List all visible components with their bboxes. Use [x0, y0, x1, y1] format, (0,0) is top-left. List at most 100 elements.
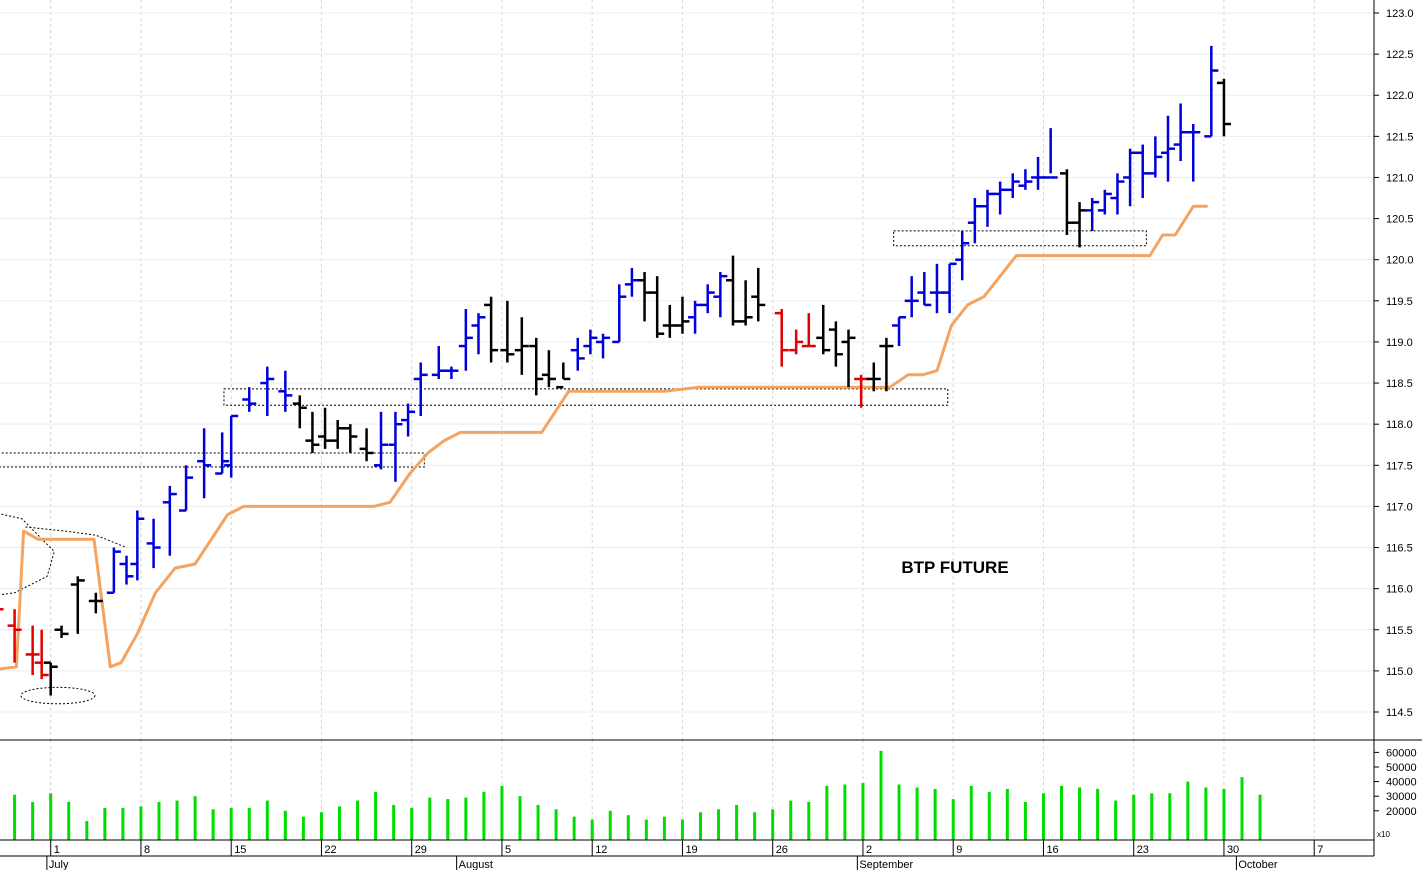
- ohlc-bar: [955, 230, 970, 281]
- ohlc-bar: [305, 411, 320, 453]
- ohlc-bar: [1160, 115, 1175, 182]
- price-tick-label: 117.5: [1386, 460, 1413, 472]
- ohlc-bar: [70, 576, 85, 634]
- ohlc-bar: [725, 255, 740, 326]
- ohlc-bar: [816, 304, 831, 355]
- price-tick-label: 123.0: [1386, 8, 1414, 20]
- month-label: October: [1238, 859, 1277, 870]
- volume-tick-label: 30000: [1386, 791, 1417, 803]
- ohlc-bar: [242, 387, 257, 412]
- ohlc-bar: [917, 272, 932, 307]
- ohlc-bar: [1072, 202, 1087, 248]
- ohlc-bar: [359, 428, 374, 462]
- ohlc-bar: [828, 321, 843, 367]
- ohlc-bar: [980, 189, 995, 227]
- date-tick-label: 15: [234, 844, 246, 856]
- ohlc-bar: [801, 313, 816, 348]
- date-tick-label: 5: [505, 844, 511, 856]
- volume-tick-label: 50000: [1386, 762, 1417, 774]
- ohlc-bar: [993, 181, 1008, 215]
- pattern-arc: [25, 526, 127, 548]
- price-tick-label: 119.0: [1386, 337, 1413, 349]
- price-tick-label: 116.0: [1386, 584, 1413, 596]
- date-tick-label: 26: [776, 844, 788, 856]
- low-ellipse: [20, 686, 96, 705]
- ohlc-bar: [146, 518, 161, 569]
- ohlc-bar: [904, 276, 919, 318]
- price-tick-label: 114.5: [1386, 707, 1413, 719]
- ohlc-bar: [25, 625, 40, 675]
- ohlc-bar: [583, 329, 598, 355]
- month-label: August: [459, 859, 493, 870]
- ohlc-bar: [1186, 124, 1201, 182]
- ohlc-bar: [624, 267, 639, 297]
- ohlc-bar: [88, 592, 103, 614]
- ohlc-bar: [1216, 78, 1231, 137]
- date-tick-label: 9: [956, 844, 962, 856]
- date-tick-label: 7: [1317, 844, 1323, 856]
- ohlc-bar: [224, 414, 239, 478]
- ohlc-bar: [162, 485, 177, 556]
- price-tick-label: 120.5: [1386, 214, 1414, 226]
- volume-multiplier-label: x10: [1377, 830, 1390, 839]
- ohlc-bar: [197, 428, 212, 499]
- ohlc-bar: [130, 510, 145, 581]
- volume-tick-label: 20000: [1386, 806, 1417, 818]
- price-tick-label: 115.0: [1386, 666, 1413, 678]
- ohlc-bar: [688, 300, 703, 334]
- ohlc-bar: [1031, 156, 1046, 190]
- ohlc-bar: [774, 309, 789, 367]
- ohlc-bar: [1059, 169, 1074, 236]
- ohlc-bar: [789, 329, 804, 355]
- ohlc-bar: [458, 309, 473, 371]
- ohlc-bar: [34, 629, 49, 680]
- support-zone-rect: [223, 388, 949, 406]
- ohlc-bar: [0, 607, 4, 611]
- ohlc-bar: [1018, 169, 1033, 190]
- support-zone-rect: [0, 452, 425, 468]
- ohlc-bar: [1135, 144, 1150, 199]
- date-tick-label: 30: [1227, 844, 1239, 856]
- ohlc-bar: [541, 350, 556, 388]
- ohlc-bar: [1110, 173, 1125, 215]
- ohlc-bar: [388, 411, 403, 482]
- ohlc-bar: [967, 198, 982, 244]
- chart-title: BTP FUTURE: [901, 558, 1008, 577]
- ohlc-bar: [514, 317, 529, 375]
- ohlc-bar: [260, 366, 275, 416]
- trailing-stop-line: [0, 204, 1208, 671]
- ohlc-bar: [662, 304, 677, 338]
- ohlc-bar: [713, 272, 728, 318]
- date-tick-label: 23: [1137, 844, 1149, 856]
- ohlc-bar: [650, 276, 665, 338]
- ohlc-bar: [892, 316, 907, 347]
- date-tick-label: 2: [866, 844, 872, 856]
- ohlc-bar: [1148, 136, 1163, 178]
- ohlc-bar: [215, 432, 230, 475]
- ohlc-bar: [413, 362, 428, 416]
- ohlc-bar: [637, 272, 652, 322]
- ohlc-bar: [106, 547, 121, 595]
- ohlc-bar: [1085, 198, 1100, 231]
- ohlc-bar: [278, 370, 293, 412]
- ohlc-bar: [879, 337, 894, 392]
- price-tick-label: 118.5: [1386, 378, 1413, 390]
- ohlc-bar: [119, 555, 134, 585]
- volume-tick-label: 40000: [1386, 777, 1417, 789]
- price-tick-label: 118.0: [1386, 419, 1413, 431]
- date-tick-label: 19: [685, 844, 697, 856]
- date-tick-label: 16: [1046, 844, 1058, 856]
- pattern-arc: [0, 513, 55, 596]
- date-tick-label: 8: [144, 844, 150, 856]
- price-tick-label: 116.5: [1386, 543, 1413, 555]
- ohlc-bar: [318, 407, 333, 449]
- ohlc-bar: [841, 329, 856, 388]
- ohlc-bar: [929, 263, 944, 314]
- ohlc-bar: [431, 346, 446, 379]
- ohlc-bar: [401, 403, 416, 437]
- ohlc-bar: [292, 395, 307, 429]
- price-tick-label: 121.0: [1386, 172, 1414, 184]
- ohlc-bar: [500, 300, 515, 363]
